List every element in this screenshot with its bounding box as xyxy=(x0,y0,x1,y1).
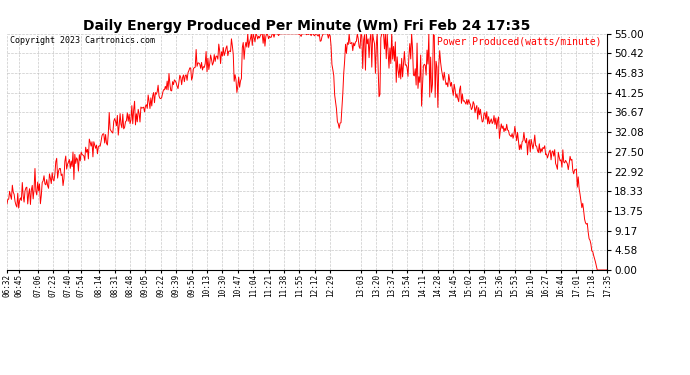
Text: Power Produced(watts/minute): Power Produced(watts/minute) xyxy=(437,36,601,46)
Title: Daily Energy Produced Per Minute (Wm) Fri Feb 24 17:35: Daily Energy Produced Per Minute (Wm) Fr… xyxy=(83,19,531,33)
Text: Copyright 2023 Cartronics.com: Copyright 2023 Cartronics.com xyxy=(10,36,155,45)
